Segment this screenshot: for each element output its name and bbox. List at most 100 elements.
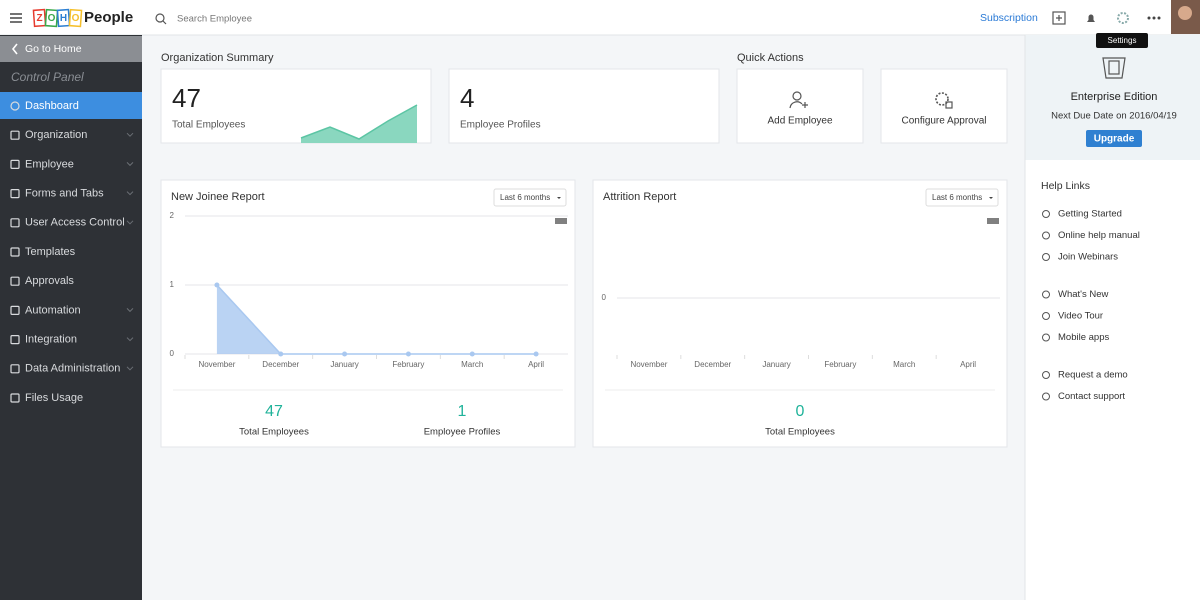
help-link[interactable]: Contact support xyxy=(1058,391,1125,402)
upgrade-button[interactable] xyxy=(1086,130,1142,147)
logo-letter: Z xyxy=(36,13,42,24)
x-tick-label: November xyxy=(630,360,667,369)
sidebar-item[interactable]: Organization xyxy=(25,129,87,141)
sidebar-item[interactable]: Automation xyxy=(25,304,81,316)
x-tick-label: March xyxy=(461,360,483,369)
add-icon[interactable] xyxy=(1052,11,1066,25)
sidebar-item[interactable]: Dashboard xyxy=(25,100,79,112)
help-link[interactable]: Online help manual xyxy=(1058,230,1140,241)
search-icon xyxy=(162,20,167,25)
filter-label[interactable]: Last 6 months xyxy=(932,193,982,202)
back-row[interactable] xyxy=(0,36,142,62)
stat-label: Total Employees xyxy=(239,427,309,438)
y-tick-label: 0 xyxy=(602,293,607,302)
sidebar-item[interactable]: Templates xyxy=(25,246,76,258)
report-card xyxy=(592,179,1008,448)
help-link[interactable]: Video Tour xyxy=(1058,311,1103,322)
settings-icon[interactable] xyxy=(1117,12,1129,24)
quick-action-label[interactable]: Configure Approval xyxy=(901,116,986,127)
quick-action[interactable] xyxy=(880,68,1008,144)
dropdown-caret xyxy=(557,197,561,199)
sidebar-item[interactable]: Approvals xyxy=(25,275,74,287)
help-icon xyxy=(1042,210,1050,218)
logo-box xyxy=(32,8,47,28)
logo-letter: O xyxy=(48,13,56,24)
item-icon xyxy=(10,335,20,345)
sparkline xyxy=(301,105,417,143)
sidebar-item[interactable]: Data Administration xyxy=(25,363,120,375)
add-employee-icon xyxy=(789,101,808,109)
item-icon xyxy=(10,305,20,315)
chevron xyxy=(126,308,134,313)
point xyxy=(405,351,411,357)
report-title: Attrition Report xyxy=(603,191,676,203)
menu-icon[interactable] xyxy=(10,13,22,23)
help-link[interactable]: Request a demo xyxy=(1058,370,1128,381)
search-input[interactable]: Search Employee xyxy=(177,14,252,25)
stat-value: 1 xyxy=(458,403,467,420)
item-icon xyxy=(10,393,20,403)
logo-letter: O xyxy=(72,13,80,24)
dropdown-caret xyxy=(989,197,993,199)
subscription-link[interactable]: Subscription xyxy=(980,12,1038,24)
more-icon[interactable] xyxy=(1147,16,1161,20)
notification-icon[interactable] xyxy=(1087,14,1095,23)
chevron xyxy=(126,132,134,137)
help-link[interactable]: Join Webinars xyxy=(1058,252,1118,263)
chevron xyxy=(126,220,134,225)
quick-action[interactable] xyxy=(736,68,864,144)
filter-dropdown[interactable] xyxy=(493,188,567,207)
active-item[interactable] xyxy=(0,92,142,119)
due-date: Next Due Date on 2016/04/19 xyxy=(1051,111,1177,122)
x-tick-label: April xyxy=(960,360,976,369)
back-link[interactable]: Go to Home xyxy=(25,43,82,55)
area xyxy=(216,285,537,354)
point xyxy=(342,351,348,357)
quick-action-label[interactable]: Add Employee xyxy=(767,116,832,127)
help-icon xyxy=(1042,231,1050,240)
header-bar xyxy=(0,0,1200,35)
help-icon xyxy=(1042,312,1050,320)
report-title: New Joinee Report xyxy=(171,191,265,203)
item-icon xyxy=(10,130,20,140)
sidebar xyxy=(0,35,142,600)
item-icon xyxy=(10,247,20,257)
section-title: Quick Actions xyxy=(737,52,804,64)
sidebar-item[interactable]: User Access Control xyxy=(25,217,125,229)
sidebar-item[interactable]: Forms and Tabs xyxy=(25,188,104,200)
card-value: 4 xyxy=(460,83,474,113)
help-icon xyxy=(1042,253,1050,261)
logo-box xyxy=(44,8,59,28)
point xyxy=(214,282,220,288)
stat-value: 47 xyxy=(265,403,283,420)
help-link[interactable]: Mobile apps xyxy=(1058,332,1109,343)
point xyxy=(278,351,284,357)
logo-box xyxy=(68,8,83,28)
edition-icon xyxy=(1108,60,1120,75)
logo-letter: H xyxy=(60,13,67,24)
help-link[interactable]: Getting Started xyxy=(1058,209,1122,220)
help-link[interactable]: What's New xyxy=(1058,289,1109,300)
stat-label: Employee Profiles xyxy=(424,427,501,438)
help-icon xyxy=(1042,333,1050,342)
sidebar-title: Control Panel xyxy=(11,70,84,84)
logo-box xyxy=(56,8,71,28)
sidebar-item[interactable]: Files Usage xyxy=(25,392,83,404)
x-tick-label: December xyxy=(694,360,731,369)
filter-label[interactable]: Last 6 months xyxy=(500,193,550,202)
x-tick-label: January xyxy=(330,360,358,369)
help-icon xyxy=(1042,392,1050,401)
filter-dropdown[interactable] xyxy=(925,188,999,207)
sidebar-item[interactable]: Integration xyxy=(25,334,77,346)
report-card xyxy=(160,179,576,448)
item-icon xyxy=(10,101,20,111)
x-tick-label: March xyxy=(893,360,915,369)
edition-name: Enterprise Edition xyxy=(1071,91,1158,103)
upgrade-label[interactable]: Upgrade xyxy=(1094,134,1135,145)
x-tick-label: February xyxy=(824,360,856,369)
chevron xyxy=(126,191,134,196)
point xyxy=(533,351,539,357)
sidebar-item[interactable]: Employee xyxy=(25,158,74,170)
